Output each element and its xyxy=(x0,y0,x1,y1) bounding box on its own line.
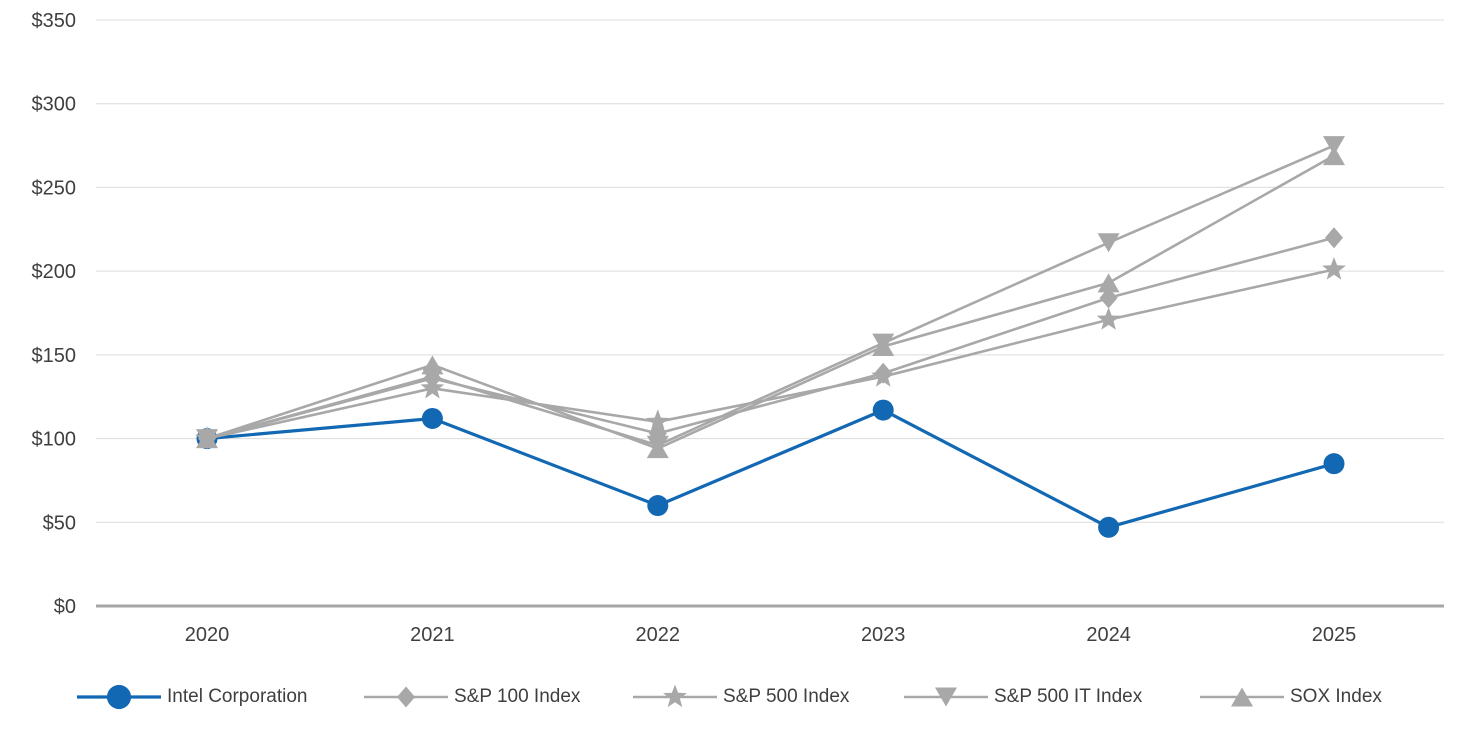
marker-circle-intel-corporation xyxy=(647,495,669,517)
legend-label: SOX Index xyxy=(1290,686,1382,707)
x-axis-tick-label: 2022 xyxy=(636,624,681,646)
x-axis-tick-label: 2020 xyxy=(185,624,230,646)
legend-marker-triangle-down-icon xyxy=(904,687,988,707)
x-axis-tick-label: 2023 xyxy=(861,624,906,646)
legend-label: S&P 100 Index xyxy=(454,686,581,707)
y-axis-tick-label: $200 xyxy=(32,261,77,283)
series-line-s-p-100-index xyxy=(205,236,1336,440)
y-axis-tick-label: $50 xyxy=(43,512,76,534)
series-line-s-p-500-index xyxy=(205,268,1336,440)
marker-circle-intel-corporation xyxy=(1098,516,1120,538)
legend-marker-shape xyxy=(935,687,957,707)
marker-circle-intel-corporation xyxy=(872,399,894,421)
series-line-sox-index xyxy=(205,154,1336,450)
y-axis-tick-label: $250 xyxy=(32,177,77,199)
legend-marker-shape xyxy=(663,684,687,708)
legend-item-s-p-500-it-index: S&P 500 IT Index xyxy=(904,682,1142,712)
series-line-intel-corporation xyxy=(205,408,1336,529)
marker-star-s-p-500-index xyxy=(645,409,670,432)
legend-item-s-p-500-index: S&P 500 Index xyxy=(633,682,849,712)
legend-marker-shape xyxy=(397,686,415,708)
x-axis-tick-label: 2025 xyxy=(1312,624,1357,646)
y-axis-tick-label: $350 xyxy=(32,10,77,32)
legend-marker-star-icon xyxy=(633,684,717,708)
marker-diamond-s-p-100-index xyxy=(1099,287,1118,309)
marker-triangle-up-sox-index xyxy=(872,337,895,356)
y-axis-tick-label: $0 xyxy=(54,596,76,618)
legend-item-s-p-100-index: S&P 100 Index xyxy=(364,682,580,712)
marker-star-s-p-500-index xyxy=(1322,257,1346,280)
marker-star-s-p-500-index xyxy=(420,375,445,399)
marker-star-s-p-500-index xyxy=(871,364,896,387)
marker-triangle-down-s-p-500-it-index xyxy=(1097,233,1120,253)
marker-triangle-up-sox-index xyxy=(1323,146,1345,166)
legend-marker-shape xyxy=(106,684,132,710)
series-line-s-p-500-it-index xyxy=(205,144,1336,447)
marker-diamond-s-p-100-index xyxy=(1325,227,1343,249)
marker-circle-intel-corporation xyxy=(1323,453,1345,475)
marker-triangle-up-sox-index xyxy=(1097,273,1120,293)
marker-circle-intel-corporation xyxy=(421,407,443,429)
x-axis-tick-label: 2024 xyxy=(1086,624,1131,646)
marker-triangle-down-s-p-500-it-index xyxy=(1323,136,1345,156)
legend-label: Intel Corporation xyxy=(167,686,308,707)
y-axis-tick-label: $100 xyxy=(32,429,77,451)
y-axis-tick-label: $300 xyxy=(32,94,77,116)
legend-item-sox-index: SOX Index xyxy=(1200,682,1382,712)
marker-triangle-up-sox-index xyxy=(646,439,669,459)
chart-legend: Intel Corporation S&P 100 Index S&P 500 In… xyxy=(0,682,1464,712)
legend-marker-shape xyxy=(1231,687,1253,707)
marker-star-s-p-500-index xyxy=(1096,307,1121,330)
x-axis-tick-label: 2021 xyxy=(410,624,455,646)
marker-triangle-up-sox-index xyxy=(421,355,444,375)
legend-label: S&P 500 Index xyxy=(723,686,850,707)
y-axis-tick-label: $150 xyxy=(32,345,77,367)
legend-marker-circle-icon xyxy=(77,684,161,710)
legend-marker-diamond-icon xyxy=(364,686,448,708)
chart-plot-area: $350 $300 $250 $200 $150 $100 $50 $0 2020 2021 202… xyxy=(32,10,1444,646)
legend-marker-triangle-up-icon xyxy=(1200,687,1284,707)
legend-label: S&P 500 IT Index xyxy=(994,686,1143,707)
legend-item-intel-corporation: Intel Corporation xyxy=(77,682,307,712)
marker-triangle-up-sox-index xyxy=(196,429,218,449)
